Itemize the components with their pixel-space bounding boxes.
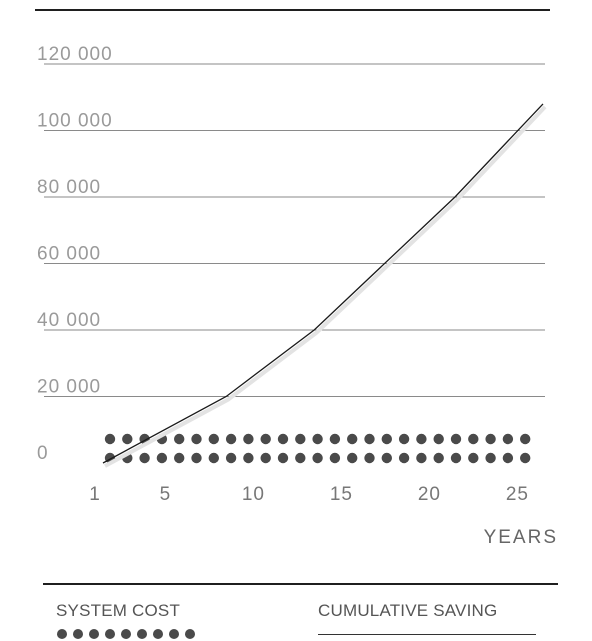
grid-lines — [44, 63, 545, 397]
system-cost-dot — [191, 433, 202, 445]
legend-system-cost-label: SYSTEM COST — [56, 601, 181, 620]
y-tick-label: 60 000 — [37, 244, 101, 265]
system-cost-dot — [433, 433, 444, 445]
system-cost-dot — [277, 452, 289, 464]
system-cost-dot — [416, 452, 427, 464]
system-cost-dot — [416, 433, 427, 445]
x-axis-tick-labels: 1 5 10 15 20 25 — [89, 484, 529, 505]
x-axis-label: YEARS — [484, 527, 558, 548]
system-cost-dot — [260, 433, 271, 445]
system-cost-dot — [174, 452, 185, 464]
cumulative-saving-shadow — [104, 105, 547, 468]
system-cost-dot — [122, 433, 133, 445]
system-cost-dot — [174, 433, 185, 445]
legend-dot — [57, 629, 67, 639]
y-tick-label: 40 000 — [37, 310, 101, 331]
system-cost-dot — [312, 433, 323, 445]
y-tick-label: 120 000 — [37, 44, 113, 65]
system-cost-dot — [329, 452, 341, 464]
y-tick-label: 80 000 — [37, 177, 101, 198]
system-cost-dot — [381, 433, 392, 445]
system-cost-dot — [468, 433, 479, 445]
system-cost-dot — [450, 452, 462, 464]
cumulative-saving-line — [102, 103, 544, 464]
system-cost-dot — [450, 433, 462, 445]
x-tick-label: 10 — [242, 484, 265, 505]
system-cost-dot — [208, 452, 219, 464]
system-cost-dot — [347, 452, 358, 464]
legend-dot — [121, 629, 131, 639]
system-cost-dot — [260, 452, 271, 464]
system-cost-dot — [139, 452, 150, 464]
system-cost-dot — [364, 452, 375, 464]
system-cost-dot — [520, 433, 531, 445]
legend-dot — [137, 629, 147, 639]
system-cost-dot — [520, 452, 531, 464]
system-cost-dot — [295, 433, 306, 445]
system-cost-series — [104, 433, 531, 464]
legend-system-cost-swatch — [57, 629, 195, 639]
system-cost-dot — [277, 433, 289, 445]
y-tick-label: 20 000 — [37, 377, 101, 398]
system-cost-dot — [191, 452, 202, 464]
legend-divider — [43, 583, 558, 585]
legend-dot — [105, 629, 115, 639]
x-tick-label: 25 — [506, 484, 529, 505]
system-cost-dot — [225, 452, 237, 464]
system-cost-dot — [243, 433, 254, 445]
legend-cumulative-saving-swatch — [318, 634, 536, 635]
system-cost-dot — [468, 452, 479, 464]
x-tick-label: 5 — [160, 484, 172, 505]
system-cost-dot — [485, 452, 496, 464]
system-cost-dot — [312, 452, 323, 464]
y-axis-tick-labels: 0 20 000 40 000 60 000 80 000 100 000 120 000 — [37, 44, 113, 464]
system-cost-dot — [104, 433, 116, 445]
system-cost-dot — [347, 433, 358, 445]
legend-dot — [89, 629, 99, 639]
system-cost-dot — [364, 433, 375, 445]
legend-dot — [169, 629, 179, 639]
system-cost-dot — [398, 433, 410, 445]
x-tick-label: 1 — [89, 484, 101, 505]
legend-dot — [153, 629, 163, 639]
system-cost-dot — [295, 452, 306, 464]
system-cost-dot — [156, 452, 168, 464]
system-cost-dot — [485, 433, 496, 445]
system-cost-dot — [329, 433, 341, 445]
system-cost-dot — [502, 433, 514, 445]
legend-dot — [185, 629, 195, 639]
cumulative-saving-series — [102, 103, 547, 468]
top-rule — [35, 9, 550, 11]
x-tick-label: 15 — [330, 484, 353, 505]
y-tick-label: 0 — [37, 443, 49, 464]
x-tick-label: 20 — [418, 484, 441, 505]
system-cost-dot — [433, 452, 444, 464]
legend-cumulative-saving-label: CUMULATIVE SAVING — [318, 601, 498, 620]
system-cost-dot — [381, 452, 392, 464]
y-tick-label: 100 000 — [37, 111, 113, 132]
system-cost-dot — [502, 452, 514, 464]
legend-dot — [73, 629, 83, 639]
system-cost-dot — [225, 433, 237, 445]
system-cost-dot — [243, 452, 254, 464]
system-cost-dot — [398, 452, 410, 464]
system-cost-dot — [208, 433, 219, 445]
